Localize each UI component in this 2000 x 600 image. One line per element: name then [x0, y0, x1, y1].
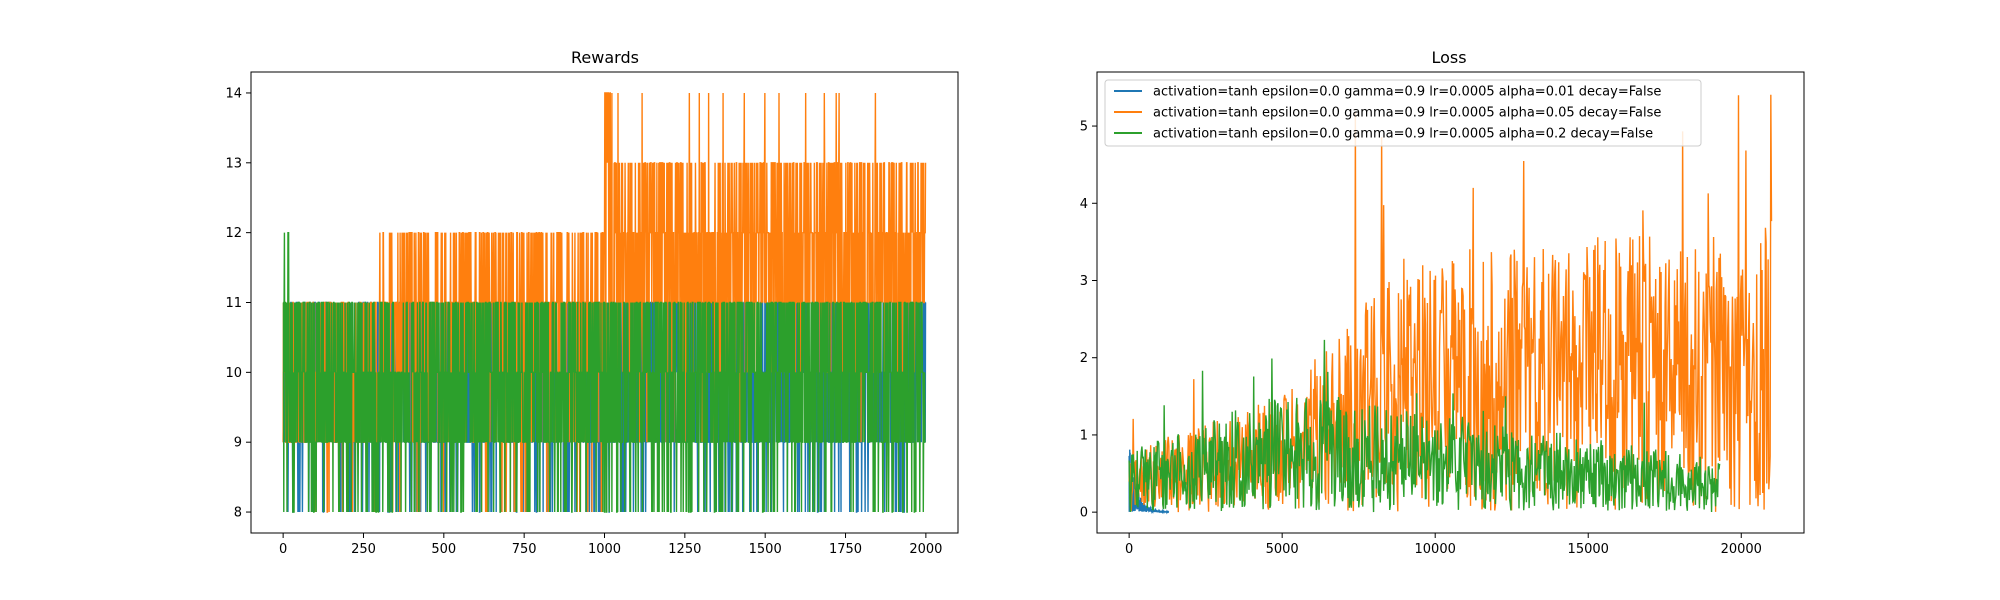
y-tick-label: 4: [1080, 197, 1088, 212]
x-tick-label: 1750: [829, 542, 862, 557]
loss-series-line: [1128, 339, 1721, 513]
y-tick-label: 9: [234, 436, 242, 451]
legend-frame: [1104, 79, 1702, 147]
y-tick-label: 10: [225, 366, 242, 381]
x-tick-label: 0: [1125, 542, 1133, 557]
legend-label: activation=tanh epsilon=0.0 gamma=0.9 lr…: [1153, 127, 1653, 142]
loss-panel: Loss 0 5000 10000 15000 20000 0 1 2 3 4 5 activat…: [1080, 48, 1805, 557]
y-tick-label: 2: [1080, 351, 1088, 366]
rewards-title: Rewards: [571, 48, 639, 67]
loss-y-axis: 0 1 2 3 4 5: [1080, 120, 1097, 521]
x-tick-label: 1250: [668, 542, 701, 557]
loss-title: Loss: [1431, 48, 1466, 67]
y-tick-label: 3: [1080, 274, 1088, 289]
rewards-y-axis: 8 9 10 11 12 13 14: [225, 86, 251, 521]
y-tick-label: 11: [225, 296, 242, 311]
y-tick-label: 5: [1080, 120, 1088, 135]
x-tick-label: 750: [512, 542, 537, 557]
rewards-panel: Rewards 0 250 500 750 1000 1250 1500 1750 2000 8…: [225, 48, 959, 557]
y-tick-label: 12: [225, 226, 242, 241]
x-tick-label: 15000: [1568, 542, 1609, 557]
y-tick-label: 1: [1080, 428, 1088, 443]
rewards-series-line: [282, 92, 927, 513]
x-tick-label: 250: [351, 542, 376, 557]
x-tick-label: 2000: [909, 542, 942, 557]
y-tick-label: 0: [1080, 506, 1088, 521]
loss-plot-area: [1096, 71, 1805, 534]
x-tick-label: 0: [279, 542, 287, 557]
x-tick-label: 1500: [749, 542, 782, 557]
y-tick-label: 14: [225, 86, 242, 101]
loss-x-axis: 0 5000 10000 15000 20000: [1125, 533, 1762, 557]
x-tick-label: 1000: [588, 542, 621, 557]
x-tick-label: 5000: [1266, 542, 1299, 557]
legend-label: activation=tanh epsilon=0.0 gamma=0.9 lr…: [1153, 106, 1661, 121]
x-tick-label: 500: [431, 542, 456, 557]
legend-label: activation=tanh epsilon=0.0 gamma=0.9 lr…: [1153, 85, 1661, 100]
loss-legend: activation=tanh epsilon=0.0 gamma=0.9 lr…: [1104, 79, 1702, 147]
rewards-x-axis: 0 250 500 750 1000 1250 1500 1750 2000: [279, 533, 942, 557]
loss-series-line: [1128, 94, 1773, 513]
x-tick-label: 10000: [1415, 542, 1456, 557]
y-tick-label: 13: [225, 156, 242, 171]
rewards-series-line: [282, 231, 926, 513]
x-tick-label: 20000: [1721, 542, 1762, 557]
y-tick-label: 8: [234, 506, 242, 521]
